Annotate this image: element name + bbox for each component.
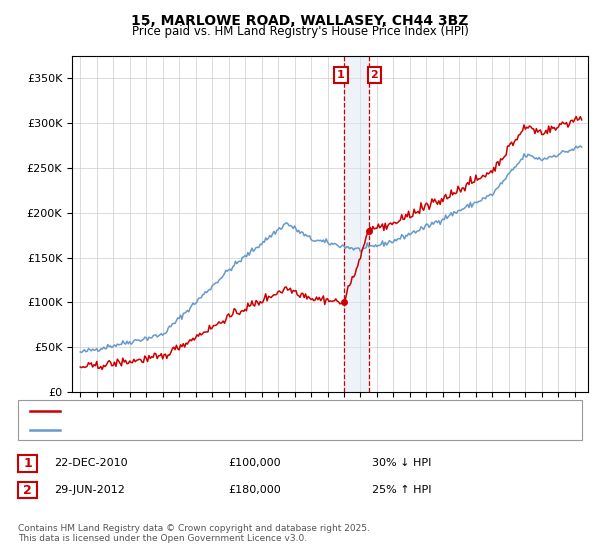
Text: 1: 1 [337, 70, 345, 80]
Text: £100,000: £100,000 [228, 458, 281, 468]
Text: 15, MARLOWE ROAD, WALLASEY, CH44 3BZ: 15, MARLOWE ROAD, WALLASEY, CH44 3BZ [131, 14, 469, 28]
Text: Contains HM Land Registry data © Crown copyright and database right 2025.
This d: Contains HM Land Registry data © Crown c… [18, 524, 370, 543]
Text: £180,000: £180,000 [228, 485, 281, 495]
Text: 2: 2 [370, 70, 378, 80]
Text: 22-DEC-2010: 22-DEC-2010 [54, 458, 128, 468]
Text: 29-JUN-2012: 29-JUN-2012 [54, 485, 125, 495]
Text: 2: 2 [23, 483, 32, 497]
Text: 30% ↓ HPI: 30% ↓ HPI [372, 458, 431, 468]
Text: Price paid vs. HM Land Registry's House Price Index (HPI): Price paid vs. HM Land Registry's House … [131, 25, 469, 38]
Bar [344, 56, 369, 392]
Text: 15, MARLOWE ROAD, WALLASEY, CH44 3BZ (semi-detached house): 15, MARLOWE ROAD, WALLASEY, CH44 3BZ (se… [66, 407, 418, 417]
Text: HPI: Average price, semi-detached house, Wirral: HPI: Average price, semi-detached house,… [66, 425, 319, 435]
Text: 25% ↑ HPI: 25% ↑ HPI [372, 485, 431, 495]
Text: 1: 1 [23, 456, 32, 470]
